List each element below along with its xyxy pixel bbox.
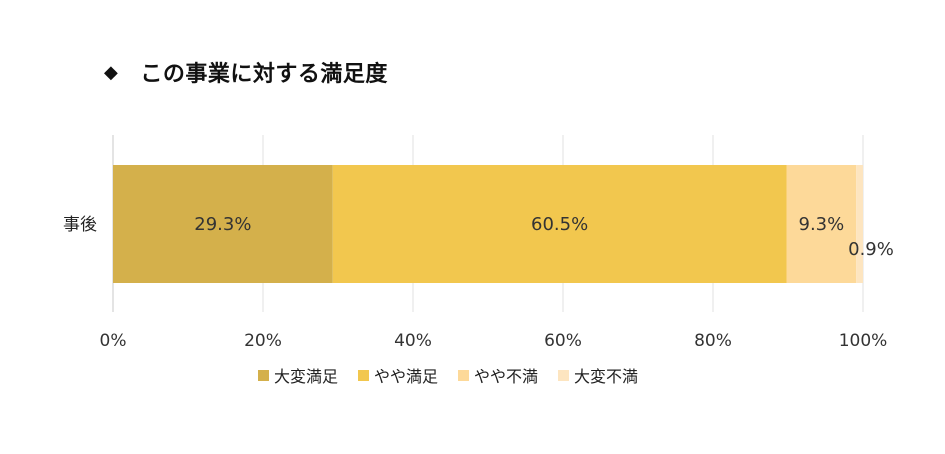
bar-segment <box>786 165 857 283</box>
legend-item: 大変不満 <box>558 363 638 387</box>
data-label: 60.5% <box>531 214 588 235</box>
legend-label: 大変不満 <box>574 367 639 386</box>
x-tick-label: 80% <box>694 331 732 351</box>
legend-item: やや不満 <box>458 363 538 387</box>
legend-label: 大変満足 <box>274 367 339 386</box>
chart-title: ◆ この事業に対する満足度 <box>104 56 388 88</box>
chart-title-text: この事業に対する満足度 <box>140 62 388 87</box>
legend-label: やや満足 <box>374 367 439 386</box>
data-label: 29.3% <box>194 214 251 235</box>
bar-segment <box>856 165 863 283</box>
category-label: 事後 <box>63 215 97 235</box>
legend-item: 大変満足 <box>258 363 338 387</box>
legend-swatch <box>258 369 269 381</box>
legend-swatch <box>458 369 470 381</box>
x-tick-label: 60% <box>544 331 582 351</box>
legend-label: やや不満 <box>474 367 539 386</box>
legend-swatch <box>558 369 570 381</box>
data-label: 0.9% <box>848 239 894 260</box>
legend-swatch <box>358 369 370 381</box>
legend: 大変満足 やや満足 やや不満 大変不満 <box>258 364 658 386</box>
x-tick-label: 100% <box>839 331 888 351</box>
bar-segment <box>113 165 333 283</box>
x-tick-label: 40% <box>394 331 432 351</box>
diamond-icon: ◆ <box>104 61 119 83</box>
legend-item: やや満足 <box>358 363 438 387</box>
x-tick-label: 0% <box>100 331 127 351</box>
x-tick-label: 20% <box>244 331 282 351</box>
data-label: 9.3% <box>799 214 845 235</box>
bar-segment <box>332 165 787 283</box>
